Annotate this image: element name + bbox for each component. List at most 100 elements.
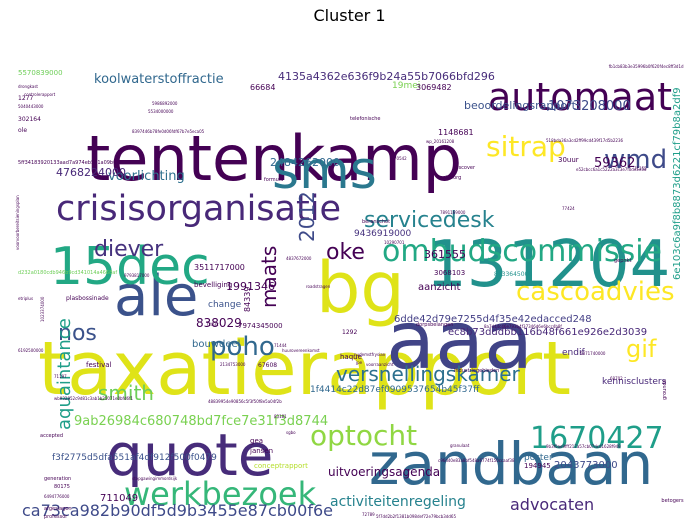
cloud-word: 19mei bbox=[392, 81, 420, 91]
cloud-word: 131204 bbox=[426, 228, 670, 302]
cloud-word: 9436919000 bbox=[354, 229, 412, 239]
chart-title: Cluster 1 bbox=[313, 6, 386, 25]
cloud-word: 9793817000 bbox=[124, 273, 150, 278]
cloud-word: 83181 bbox=[274, 414, 287, 419]
cloud-word: activiteitenregeling bbox=[330, 494, 466, 510]
cloud-word: 838029 bbox=[196, 316, 242, 330]
cloud-word: 5ff34183920133aad7a974eb561a09b02 bbox=[18, 160, 119, 166]
cloud-word: ole bbox=[18, 127, 27, 134]
cloud-word: drongkast bbox=[18, 84, 38, 89]
cloud-word: automaat bbox=[488, 75, 672, 119]
cloud-word: dorpsbelangen bbox=[416, 322, 453, 328]
cloud-word: taxatierapport bbox=[38, 326, 571, 412]
cloud-word: bevelliging bbox=[194, 281, 232, 289]
cloud-word: 9b3f0ae9fff217a57cb07dcd1628f949 bbox=[546, 444, 621, 449]
cloud-word: tentenkamp bbox=[86, 122, 462, 195]
cloud-word: 5986892000 bbox=[152, 101, 178, 106]
cloud-word: change bbox=[208, 300, 242, 310]
cloud-word: voorvoorbereitsieningsplan bbox=[15, 195, 20, 250]
cloud-word: generation bbox=[44, 476, 71, 482]
cloud-word: 2012 bbox=[295, 191, 319, 242]
cloud-word: haque bbox=[340, 353, 362, 361]
cloud-word: 6192500000 bbox=[18, 348, 44, 353]
cloud-word: wp_20161208 bbox=[426, 139, 455, 144]
cloud-word: 8397446b78fe0d06fdf67b7e5eca05 bbox=[132, 129, 205, 134]
cloud-word: gea bbox=[250, 437, 263, 445]
cloud-word: 71155 bbox=[634, 166, 647, 171]
cloud-word: sms bbox=[272, 141, 377, 201]
cloud-word: kennisclusters bbox=[602, 377, 667, 387]
cloud-word: 2484262000 bbox=[270, 156, 340, 169]
cloud-word: nos bbox=[58, 321, 97, 346]
cloud-word: aquaintance bbox=[54, 318, 75, 430]
cloud-word: betogers bbox=[661, 498, 684, 504]
cloud-word: 70542 bbox=[394, 156, 407, 161]
cloud-word: etriplus bbox=[18, 296, 33, 301]
cloud-word: 302164 bbox=[18, 116, 41, 123]
cloud-word: 84339 bbox=[243, 287, 252, 312]
cloud-word: voorraanzicht bbox=[366, 362, 394, 367]
cloud-word: uitvoeringsagenda bbox=[328, 465, 440, 479]
cloud-word: 711049 bbox=[100, 493, 138, 504]
cloud-word: advocaten bbox=[510, 495, 594, 514]
cloud-word: 1277 bbox=[18, 95, 33, 102]
cloud-word: 194945 bbox=[524, 462, 551, 470]
cloud-word: sitrap bbox=[486, 130, 566, 163]
cloud-word: bg bbox=[316, 247, 405, 329]
cloud-word: 68702 bbox=[610, 376, 623, 381]
cloud-word: wb932852c9d81c3ab1b25071e0bfd6f1 bbox=[54, 396, 133, 401]
cloud-word: 71444 bbox=[274, 343, 287, 348]
cloud-word: ale bbox=[114, 264, 198, 329]
cloud-word: 2043773000 bbox=[554, 460, 618, 471]
cloud-word: jpe bbox=[355, 360, 363, 365]
word-cloud-panel: taxatierapport tentenkamp zandbaan 131204 aa… bbox=[14, 60, 685, 521]
word-cloud-svg: taxatierapport tentenkamp zandbaan 131204aa… bbox=[15, 64, 684, 520]
cloud-word: oke bbox=[326, 240, 365, 265]
cloud-word: 1670427 bbox=[530, 421, 664, 456]
cloud-word: poho bbox=[210, 332, 275, 362]
cloud-word: schiborg bbox=[440, 175, 461, 181]
cloud-word: d232a0180cdb946b9cd341014a4668af bbox=[18, 270, 117, 276]
cloud-word: 1073208000 bbox=[548, 99, 631, 114]
cloud-word: 3069482 bbox=[416, 83, 452, 92]
cloud-word: nudemstfrysian bbox=[354, 352, 386, 357]
cloud-word: crisisorganisatie bbox=[56, 189, 341, 229]
cloud-word: zandbaan bbox=[369, 430, 653, 498]
cloud-word: 80175 bbox=[54, 484, 70, 490]
cloud-word: controlerapport bbox=[24, 92, 56, 97]
cloud-word: 72789 bbox=[362, 512, 375, 517]
cloud-word: afgesiagen bbox=[44, 506, 72, 512]
cloud-word: 77424 bbox=[562, 206, 575, 211]
cloud-word: granulaat bbox=[450, 443, 470, 448]
cloud-word: conceptrapport bbox=[254, 462, 308, 470]
cloud-word: 5570839000 bbox=[18, 69, 63, 77]
cloud-word: 2134753000 bbox=[220, 362, 246, 367]
cloud-word: industriegebieden bbox=[454, 368, 499, 374]
cloud-word: poster bbox=[524, 453, 553, 463]
cloud-word: 1f4414c22d87ef0909537654b45f37ff bbox=[310, 385, 480, 395]
cloud-word: cascoadvies bbox=[516, 277, 675, 307]
cloud-word: endif bbox=[562, 348, 585, 358]
cloud-word: 1023374000 bbox=[40, 296, 45, 322]
cloud-word: versnellingskamer bbox=[336, 362, 520, 386]
cloud-word: 9ab26984c680748bd7fce7e31f3d8744 bbox=[74, 414, 328, 429]
cloud-word: stopgawingimmordsijk bbox=[132, 476, 178, 481]
cloud-word: gif bbox=[626, 335, 657, 363]
cloud-word: c96d40e83a8bf548a6774f150ccaaf38 bbox=[438, 458, 515, 463]
cloud-word: beranschot bbox=[362, 219, 390, 225]
cloud-word: festival bbox=[86, 361, 112, 369]
cloud-word: fb1cb83b3e35996b0f620f4ec8ff3d1d bbox=[609, 64, 684, 69]
cloud-word: 5f7dd2b2f1381b098def72e79bcb3dd65 bbox=[376, 514, 456, 519]
cloud-word: 3068103 bbox=[434, 269, 465, 277]
cloud-word: formula bbox=[264, 177, 283, 183]
cloud-word: 7974345000 bbox=[238, 322, 283, 330]
cloud-word: voorlichting bbox=[108, 169, 185, 184]
cloud-word: 6494776000 bbox=[44, 494, 70, 499]
cloud-word: plasbossinade bbox=[66, 295, 109, 302]
cloud-word: roadstragen bbox=[306, 284, 331, 289]
cloud-word: gepnkt bbox=[614, 258, 631, 264]
cloud-word: diever bbox=[94, 237, 164, 262]
cloud-word: 5040443000 bbox=[18, 104, 44, 109]
cloud-word: 48839954e90856c5f3f50f8e5a04f2b bbox=[208, 399, 282, 404]
cloud-word: bouwdeel bbox=[192, 339, 240, 350]
